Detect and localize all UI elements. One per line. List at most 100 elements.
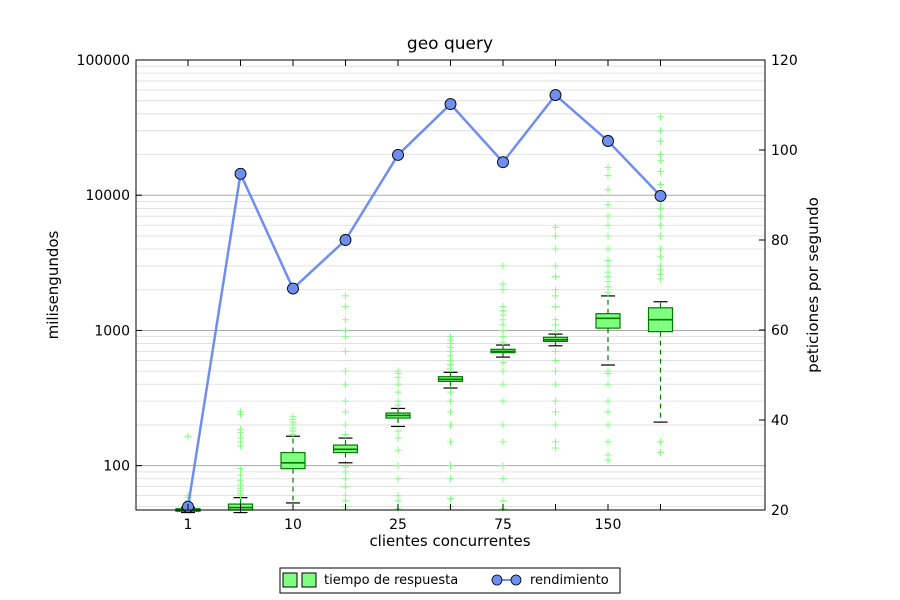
box-flier — [499, 421, 507, 429]
box-flier — [604, 245, 612, 253]
box-flier — [552, 245, 559, 253]
box-flier — [499, 380, 507, 388]
box-group-6 — [437, 333, 464, 510]
box-flier — [447, 475, 454, 483]
chart-title: geo query — [407, 34, 493, 54]
box-flier — [604, 212, 612, 220]
box-flier — [342, 397, 349, 405]
y-right-tick-label: 60 — [771, 323, 789, 339]
box-flier — [604, 201, 612, 209]
box-body — [280, 451, 306, 470]
throughput-point-9 — [602, 135, 614, 147]
legend-label-throughput: rendimiento — [530, 573, 609, 588]
box-series — [175, 113, 674, 514]
throughput-point-7 — [497, 156, 509, 169]
box-flier — [604, 171, 612, 179]
box-flier — [657, 157, 664, 165]
x-axis-label: clientes concurrentes — [369, 532, 530, 550]
box-flier — [657, 253, 664, 261]
box-flier — [447, 421, 454, 429]
box-flier — [657, 449, 664, 457]
box-flier — [394, 446, 402, 454]
throughput-point-2 — [234, 167, 247, 180]
box-flier — [499, 262, 507, 270]
throughput-point-5 — [392, 148, 404, 161]
box-flier — [657, 181, 664, 189]
box-flier — [499, 497, 507, 505]
box-flier — [342, 316, 349, 324]
box-flier — [604, 289, 612, 297]
box-flier — [552, 292, 559, 300]
box-flier — [394, 380, 402, 388]
box-flier — [394, 388, 402, 396]
box-flier — [552, 444, 559, 452]
throughput-line — [186, 93, 662, 508]
box-flier — [394, 427, 402, 435]
box-flier — [342, 475, 349, 483]
throughput-point-4 — [339, 234, 352, 246]
y-left-tick-label: 100000 — [77, 53, 130, 69]
box-flier — [657, 262, 664, 270]
box-flier — [499, 438, 507, 446]
box-flier — [552, 397, 559, 405]
x-tick-label: 1 — [184, 517, 193, 533]
box-group-8 — [542, 223, 569, 452]
x-tick-label: 25 — [389, 517, 407, 533]
box-flier — [342, 483, 349, 491]
box-flier — [342, 326, 349, 334]
box-flier — [552, 232, 559, 240]
box-flier — [499, 280, 507, 288]
box-group-10 — [647, 113, 674, 457]
x-tick-label: 75 — [494, 517, 512, 533]
box-flier — [657, 232, 664, 240]
box-flier — [604, 186, 612, 194]
box-flier — [552, 303, 559, 311]
box-flier — [499, 462, 507, 470]
y-left-tick-label: 1000 — [94, 323, 130, 339]
box-flier — [552, 347, 559, 355]
throughput-point-6 — [444, 98, 457, 111]
box-flier — [604, 268, 612, 276]
box-flier — [394, 367, 402, 375]
box-body — [595, 313, 621, 329]
box-flier — [604, 408, 612, 416]
box-flier — [657, 438, 664, 446]
x-tick-label: 150 — [595, 517, 622, 533]
box-group-9 — [595, 164, 621, 464]
box-flier — [447, 333, 454, 341]
box-flier — [394, 492, 402, 500]
box-flier — [552, 380, 559, 388]
box-flier — [552, 438, 559, 446]
box-flier — [604, 421, 612, 429]
y-left-tick-label: 100 — [103, 459, 130, 475]
box-flier — [342, 408, 349, 416]
box-flier — [499, 367, 507, 375]
box-flier — [604, 164, 612, 172]
box-flier — [237, 465, 244, 473]
box-flier — [657, 212, 664, 220]
y-left-tick-label: 10000 — [85, 188, 130, 204]
box-flier — [342, 463, 349, 471]
legend: tiempo de respuesta rendimiento — [279, 567, 621, 594]
box-flier — [552, 316, 559, 324]
box-flier — [552, 408, 559, 416]
box-flier — [447, 462, 454, 470]
box-flier — [499, 397, 507, 405]
box-flier — [604, 451, 612, 459]
box-flier — [447, 388, 454, 396]
y-right-tick-label: 80 — [771, 233, 789, 249]
box-flier — [394, 434, 402, 442]
box-flier — [499, 333, 507, 341]
throughput-point-3 — [287, 282, 299, 295]
x-tick-label: 10 — [284, 517, 302, 533]
box-group-7 — [490, 262, 516, 513]
box-flier — [342, 431, 349, 438]
box-flier — [237, 426, 244, 434]
box-flier — [657, 221, 664, 229]
box-flier — [499, 475, 507, 483]
legend-marker-2 — [510, 574, 522, 586]
box-flier — [289, 413, 297, 421]
box-flier — [342, 380, 349, 388]
box-flier — [447, 408, 454, 416]
